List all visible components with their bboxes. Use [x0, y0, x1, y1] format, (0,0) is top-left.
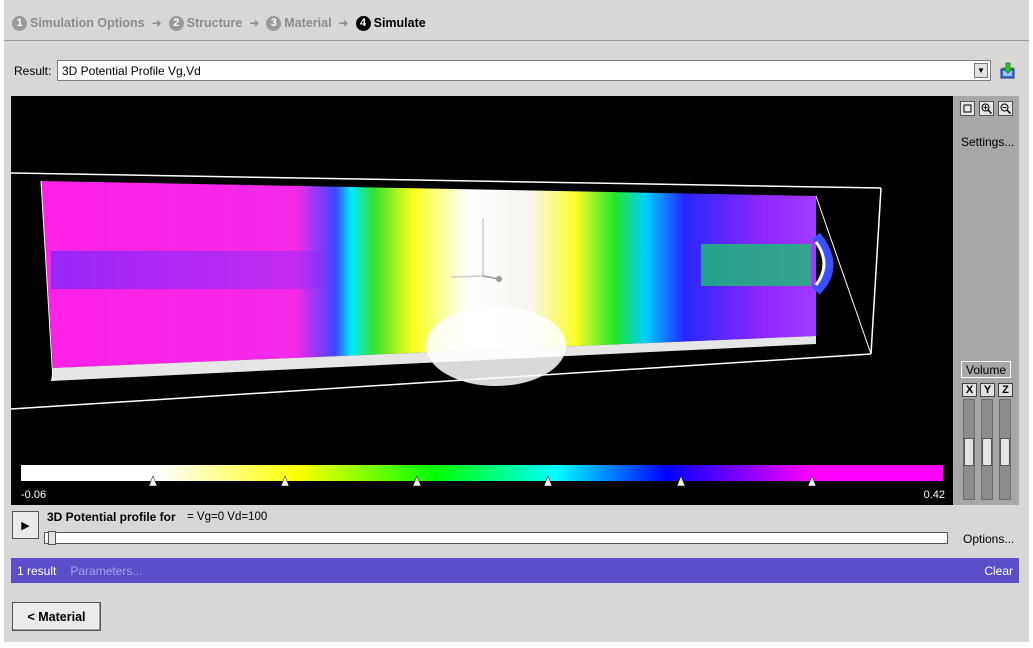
axis-x-button[interactable]: X	[962, 383, 977, 397]
back-material-button[interactable]: < Material	[12, 602, 101, 631]
z-slice-slider[interactable]	[999, 399, 1011, 500]
options-link[interactable]: Options...	[963, 532, 1015, 546]
step-label: Structure	[186, 16, 243, 30]
x-slice-slider[interactable]	[963, 399, 975, 500]
step-material[interactable]: 3 Material	[266, 15, 332, 31]
animation-slider[interactable]	[44, 531, 948, 545]
step-number: 2	[168, 15, 184, 31]
step-arrow-icon: ➜	[338, 16, 349, 30]
step-structure[interactable]: 2 Structure	[168, 15, 243, 31]
zoom-in-icon[interactable]	[979, 101, 994, 116]
step-label: Simulation Options	[30, 16, 145, 30]
step-simulate[interactable]: 4 Simulate	[355, 15, 426, 31]
potential-render	[11, 172, 943, 487]
clear-link[interactable]: Clear	[984, 563, 1013, 578]
step-number: 3	[266, 15, 282, 31]
axis-z-button[interactable]: Z	[998, 383, 1013, 397]
result-select[interactable]: 3D Potential Profile Vg,Vd ▼	[57, 60, 991, 81]
slider-thumb[interactable]	[1000, 438, 1010, 466]
slider-thumb[interactable]	[964, 438, 974, 466]
colorbar-max-label: 0.42	[923, 489, 945, 501]
wizard-steps: 1 Simulation Options ➜ 2 Structure ➜ 3 M…	[4, 8, 426, 38]
results-bar: 1 result Parameters... Clear	[11, 558, 1019, 583]
colorbar-min-label: -0.06	[21, 489, 47, 501]
animation-slider-thumb[interactable]	[48, 531, 56, 545]
step-label: Simulate	[373, 16, 426, 30]
header-divider	[4, 40, 1029, 41]
colorbar-markers	[148, 475, 817, 487]
step-label: Material	[284, 16, 332, 30]
volume-button[interactable]: Volume	[961, 361, 1011, 378]
zoom-out-icon[interactable]	[998, 101, 1013, 116]
step-simulation-options[interactable]: 1 Simulation Options	[12, 15, 145, 31]
viewer-side-panel: Settings... Volume X Y Z	[953, 96, 1019, 505]
3d-viewer[interactable]: -0.06 0.42	[11, 96, 953, 505]
result-select-value: 3D Potential Profile Vg,Vd	[62, 63, 201, 78]
play-icon: ▶	[21, 519, 30, 532]
y-slice-slider[interactable]	[981, 399, 993, 500]
play-button[interactable]: ▶	[12, 511, 39, 539]
axis-y-button[interactable]: Y	[980, 383, 995, 397]
animation-title: 3D Potential profile for	[47, 510, 176, 524]
animation-values: = Vg=0 Vd=100	[187, 511, 268, 523]
step-number: 1	[12, 15, 27, 31]
chevron-down-icon[interactable]: ▼	[974, 63, 988, 78]
step-arrow-icon: ➜	[249, 16, 260, 30]
result-label: Result:	[14, 64, 52, 78]
parameters-link[interactable]: Parameters...	[70, 563, 143, 578]
settings-link[interactable]: Settings...	[961, 135, 1015, 149]
step-arrow-icon: ➜	[151, 16, 162, 30]
slider-thumb[interactable]	[982, 438, 992, 466]
step-number: 4	[355, 15, 371, 31]
simulation-app: 1 Simulation Options ➜ 2 Structure ➜ 3 M…	[4, 0, 1029, 642]
reset-view-icon[interactable]	[960, 101, 975, 116]
colorbar	[21, 465, 943, 481]
result-count: 1 result	[17, 563, 57, 578]
download-icon[interactable]	[998, 61, 1018, 81]
